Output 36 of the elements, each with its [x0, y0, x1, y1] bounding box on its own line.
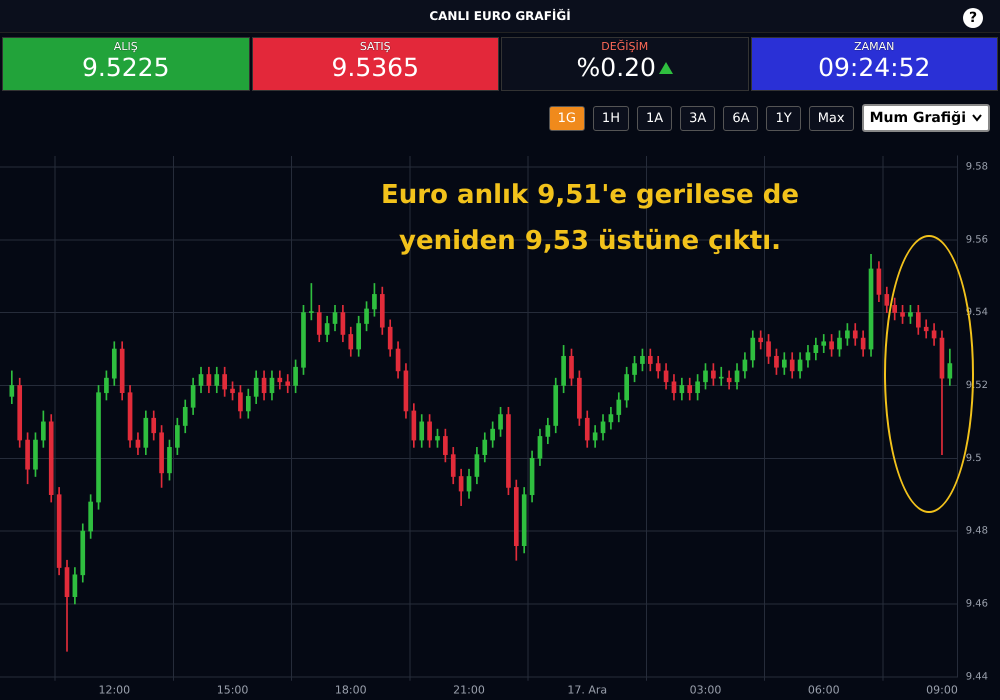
- y-tick-label: 9.5: [966, 452, 982, 464]
- text: %0.20: [576, 53, 656, 83]
- candlestick: [900, 304, 905, 324]
- x-tick-label: 12:00: [98, 683, 130, 696]
- text: 1H: [592, 106, 629, 130]
- y-tick-label: 9.56: [966, 234, 988, 246]
- chart-title: CANLI EURO GRAFİĞİ: [429, 9, 571, 23]
- text: 1G: [548, 106, 585, 130]
- text: 1A: [636, 106, 672, 130]
- text: 1Y: [766, 106, 801, 130]
- text: Max: [808, 106, 854, 130]
- text: DEĞİŞİM: [600, 40, 650, 53]
- x-tick-label: 09:00: [926, 683, 958, 696]
- text: 9.5225: [82, 53, 170, 83]
- candlestick: [435, 428, 440, 448]
- y-tick-label: 9.44: [966, 671, 988, 682]
- annotation: Euro anlık 9,51'e gerilese de yeniden 9,53 üstüne çıktı.: [380, 179, 800, 258]
- x-tick-label: 18:00: [334, 683, 367, 696]
- text: Mum Grafiği: [870, 110, 966, 126]
- text: ZAMAN: [853, 40, 896, 53]
- x-tick-label: 06:00: [808, 683, 840, 696]
- text: SATIŞ: [358, 40, 392, 53]
- text: 09:24:52: [818, 53, 930, 83]
- x-tick-label: 15:00: [216, 683, 248, 696]
- text: ALIŞ: [112, 40, 139, 53]
- y-tick-label: 9.46: [966, 598, 988, 610]
- x-tick-label: 03:00: [690, 683, 722, 696]
- x-tick-label: 21:00: [453, 683, 485, 696]
- text: 3A: [680, 106, 716, 130]
- y-tick-label: 9.58: [966, 162, 988, 173]
- text: 6A: [723, 106, 758, 130]
- candlestick: [230, 381, 235, 400]
- x-tick-label: 17. Ara: [567, 683, 608, 696]
- candlestick: [908, 304, 913, 324]
- y-tick-label: 9.48: [966, 526, 988, 537]
- text: 9.5365: [332, 53, 419, 83]
